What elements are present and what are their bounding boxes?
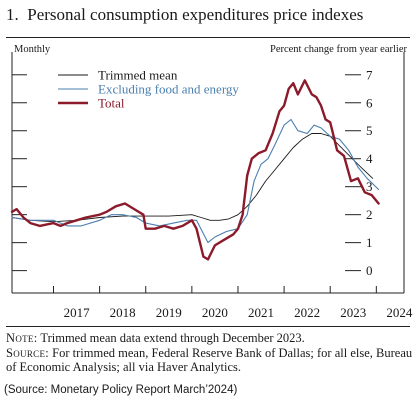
- x-tick-label-2019: 2019: [156, 305, 182, 320]
- top-rule: [6, 37, 410, 38]
- legend-label-total: Total: [98, 96, 125, 111]
- chart-frame: [11, 52, 405, 294]
- tick-labels: 0 1 2 3 4 5 6 7 2017 2018 2019 2020 2021 2022 2023 2024: [64, 67, 413, 320]
- y-tick-label-4: 4: [366, 151, 373, 166]
- figure-number: 1.: [6, 5, 19, 24]
- figure-title: 1. Personal consumption expenditures pri…: [6, 5, 363, 25]
- bottom-rule: [6, 326, 410, 327]
- x-tick-label-2022: 2022: [294, 305, 320, 320]
- axis-ticks: [12, 74, 377, 293]
- x-tick-label-2021: 2021: [248, 305, 274, 320]
- x-tick-label-2023: 2023: [340, 305, 366, 320]
- y-tick-label-5: 5: [366, 123, 373, 138]
- series-lines: [10, 79, 380, 261]
- note-line: Note: Trimmed mean data extend through D…: [6, 331, 414, 345]
- y-tick-label-6: 6: [366, 95, 373, 110]
- y-tick-label-3: 3: [366, 179, 373, 194]
- y-tick-label-2: 2: [366, 207, 373, 222]
- source-text: For trimmed mean, Federal Reserve Bank o…: [6, 346, 413, 374]
- x-tick-label-2024: 2024: [386, 305, 413, 320]
- note-text: Trimmed mean data extend through Decembe…: [40, 331, 305, 345]
- x-tick-label-2018: 2018: [110, 305, 136, 320]
- y-tick-label-0: 0: [366, 263, 373, 278]
- figure-title-text: Personal consumption expenditures price …: [27, 5, 364, 24]
- x-tick-label-2017: 2017: [64, 305, 91, 320]
- legend-label-trimmed_mean: Trimmed mean: [98, 68, 178, 83]
- y-tick-label-1: 1: [366, 235, 373, 250]
- note-label: Note:: [6, 331, 38, 345]
- units-label: Percent change from year earlier: [269, 44, 407, 55]
- series-line-trimmed_mean: [11, 133, 374, 223]
- legend-label-excluding_food_energy: Excluding food and energy: [98, 82, 239, 97]
- citation: (Source: Monetary Policy Report March’20…: [4, 384, 238, 396]
- frequency-label: Monthly: [14, 44, 51, 55]
- y-tick-label-7: 7: [366, 67, 373, 82]
- x-tick-label-2020: 2020: [202, 305, 228, 320]
- source-label: Source:: [6, 346, 50, 360]
- series-line-total: [10, 79, 380, 261]
- source-line: Source: For trimmed mean, Federal Reserv…: [6, 346, 414, 374]
